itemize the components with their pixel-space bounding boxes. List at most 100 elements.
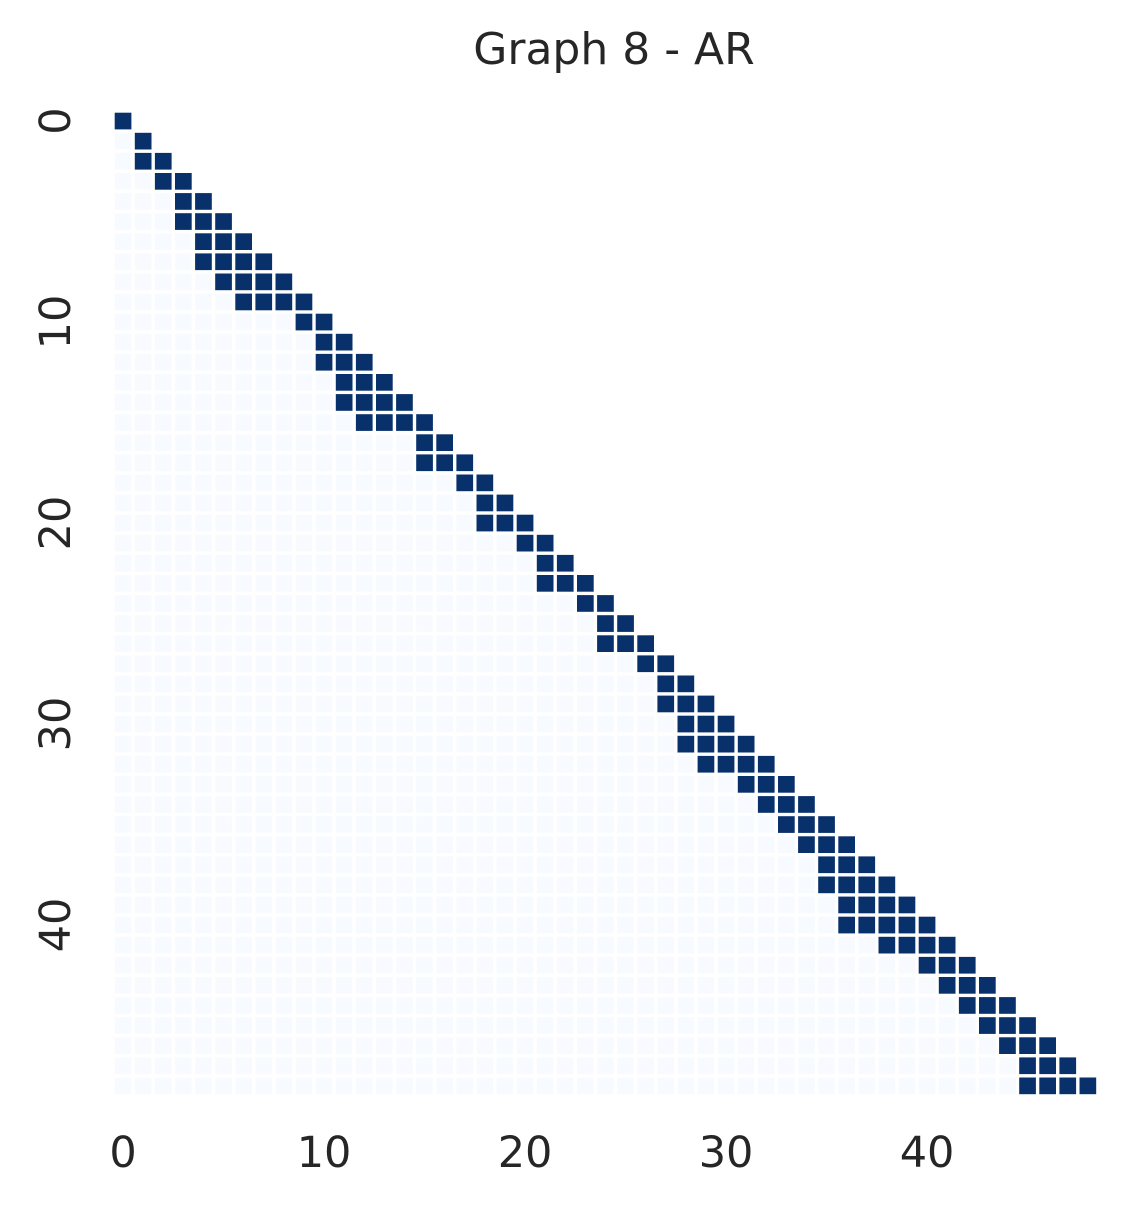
heatmap-cell-filled xyxy=(1079,1077,1097,1095)
heatmap-cell-empty xyxy=(134,635,152,652)
heatmap-cell-filled xyxy=(918,956,936,974)
heatmap-cell-empty xyxy=(195,494,212,512)
heatmap-cell-empty xyxy=(215,796,232,813)
heatmap-cell-filled xyxy=(476,514,494,532)
heatmap-cell-empty xyxy=(456,896,474,914)
heatmap-cell-empty xyxy=(154,977,172,994)
heatmap-cell-empty xyxy=(396,916,413,934)
heatmap-cell-empty xyxy=(195,615,212,632)
heatmap-cell-empty xyxy=(295,1037,313,1054)
heatmap-cell-empty xyxy=(416,474,433,492)
heatmap-cell-empty xyxy=(255,675,273,693)
heatmap-cell-empty xyxy=(275,313,293,331)
heatmap-cell-empty xyxy=(577,715,594,733)
heatmap-cell-empty xyxy=(737,856,755,874)
heatmap-cell-empty xyxy=(376,916,393,934)
heatmap-cell-filled xyxy=(476,474,494,492)
heatmap-cell-empty xyxy=(516,836,534,853)
heatmap-cell-empty xyxy=(275,575,293,592)
heatmap-cell-empty xyxy=(235,1017,252,1034)
heatmap-cell-empty xyxy=(315,454,333,472)
heatmap-cell-empty xyxy=(295,1057,313,1075)
heatmap-cell-empty xyxy=(255,836,273,853)
heatmap-cell-empty xyxy=(195,514,212,532)
heatmap-cell-empty xyxy=(315,534,333,552)
heatmap-cell-empty xyxy=(114,454,132,472)
heatmap-cell-empty xyxy=(315,695,333,713)
heatmap-cell-empty xyxy=(275,796,293,813)
heatmap-cell-filled xyxy=(134,132,152,150)
heatmap-cell-empty xyxy=(858,1057,876,1075)
heatmap-cell-empty xyxy=(255,916,273,934)
heatmap-cell-empty xyxy=(556,816,574,833)
heatmap-cell-empty xyxy=(154,836,172,853)
heatmap-cell-empty xyxy=(396,514,413,532)
heatmap-cell-empty xyxy=(275,615,293,632)
heatmap-cell-empty xyxy=(536,796,554,813)
heatmap-cell-empty xyxy=(556,675,574,693)
heatmap-cell-empty xyxy=(134,173,152,190)
heatmap-cell-empty xyxy=(476,554,494,572)
heatmap-cell-filled xyxy=(335,333,353,351)
heatmap-cell-empty xyxy=(235,836,252,853)
heatmap-cell-empty xyxy=(295,554,313,572)
heatmap-cell-empty xyxy=(416,876,433,894)
heatmap-cell-empty xyxy=(335,454,353,472)
heatmap-cell-empty xyxy=(275,836,293,853)
heatmap-cell-empty xyxy=(114,233,132,250)
heatmap-cell-filled xyxy=(1059,1077,1077,1095)
heatmap-cell-empty xyxy=(697,796,715,813)
heatmap-cell-empty xyxy=(396,776,413,793)
heatmap-cell-empty xyxy=(677,836,695,853)
heatmap-cell-empty xyxy=(637,956,654,974)
heatmap-cell-empty xyxy=(215,333,232,351)
heatmap-cell-empty xyxy=(878,1077,896,1095)
heatmap-cell-empty xyxy=(617,1017,634,1034)
heatmap-cell-empty xyxy=(737,796,755,813)
heatmap-cell-empty xyxy=(195,755,212,773)
heatmap-cell-empty xyxy=(617,977,634,994)
heatmap-cell-filled xyxy=(577,575,594,592)
heatmap-cell-empty xyxy=(175,293,192,311)
heatmap-cell-empty xyxy=(355,454,373,472)
heatmap-cell-empty xyxy=(275,1077,293,1095)
heatmap-cell-empty xyxy=(355,1057,373,1075)
heatmap-cell-empty xyxy=(737,1077,755,1095)
heatmap-cell-empty xyxy=(295,836,313,853)
heatmap-cell-empty xyxy=(235,1037,252,1054)
heatmap-cell-empty xyxy=(235,494,252,512)
heatmap-cell-empty xyxy=(637,695,654,713)
heatmap-cell-empty xyxy=(436,755,453,773)
heatmap-cell-empty xyxy=(958,1077,976,1095)
heatmap-cell-empty xyxy=(134,796,152,813)
heatmap-cell-empty xyxy=(396,896,413,914)
heatmap-cell-empty xyxy=(255,534,273,552)
heatmap-cell-empty xyxy=(134,856,152,874)
heatmap-cell-filled xyxy=(235,273,252,291)
heatmap-cell-empty xyxy=(496,534,514,552)
heatmap-cell-empty xyxy=(235,635,252,652)
heatmap-cell-empty xyxy=(436,494,453,512)
heatmap-cell-filled xyxy=(999,997,1016,1014)
heatmap-cell-empty xyxy=(215,735,232,753)
heatmap-cell-empty xyxy=(215,514,232,532)
heatmap-cell-filled xyxy=(556,575,574,592)
heatmap-cell-empty xyxy=(154,655,172,673)
heatmap-cell-empty xyxy=(657,776,675,793)
heatmap-cell-empty xyxy=(376,1077,393,1095)
heatmap-cell-empty xyxy=(617,1077,634,1095)
heatmap-cell-empty xyxy=(114,796,132,813)
heatmap-cell-empty xyxy=(717,977,735,994)
heatmap-cell-empty xyxy=(717,856,735,874)
heatmap-cell-empty xyxy=(637,1037,654,1054)
heatmap-cell-filled xyxy=(1019,1057,1036,1075)
heatmap-cell-empty xyxy=(476,675,494,693)
heatmap-cell-empty xyxy=(114,213,132,230)
heatmap-cell-filled xyxy=(838,836,855,853)
heatmap-cell-empty xyxy=(456,554,474,572)
heatmap-cell-empty xyxy=(195,554,212,572)
heatmap-cell-empty xyxy=(195,896,212,914)
heatmap-cell-empty xyxy=(195,796,212,813)
heatmap-cell-empty xyxy=(597,1057,614,1075)
heatmap-cell-empty xyxy=(114,414,132,431)
